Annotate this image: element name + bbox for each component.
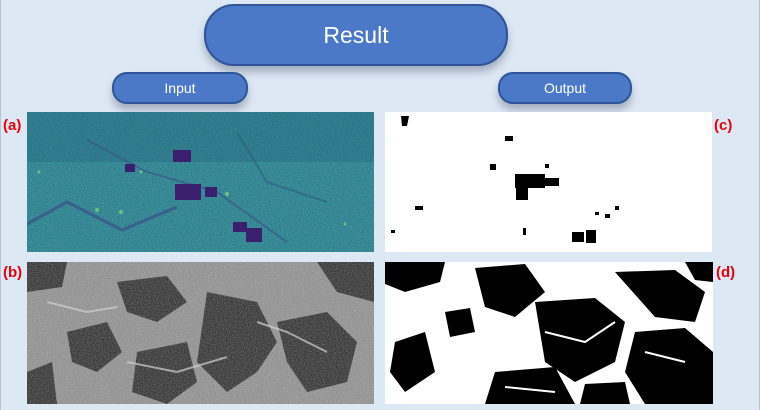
- input-node: Input: [112, 72, 248, 104]
- panel-label-d: (d): [716, 264, 736, 281]
- result-label: Result: [323, 21, 389, 48]
- left-frame-border: [0, 0, 1, 410]
- panel-label-b: (b): [3, 264, 23, 281]
- input-label: Input: [164, 80, 196, 96]
- output-label: Output: [543, 80, 587, 96]
- input-image-a: [27, 112, 374, 252]
- panel-label-c: (c): [714, 117, 733, 134]
- output-image-c: [385, 112, 712, 252]
- input-image-b: [27, 262, 374, 404]
- output-node: Output: [498, 72, 632, 104]
- panel-label-a: (a): [3, 117, 22, 134]
- output-image-d: [385, 262, 713, 404]
- result-node: Result: [204, 4, 508, 66]
